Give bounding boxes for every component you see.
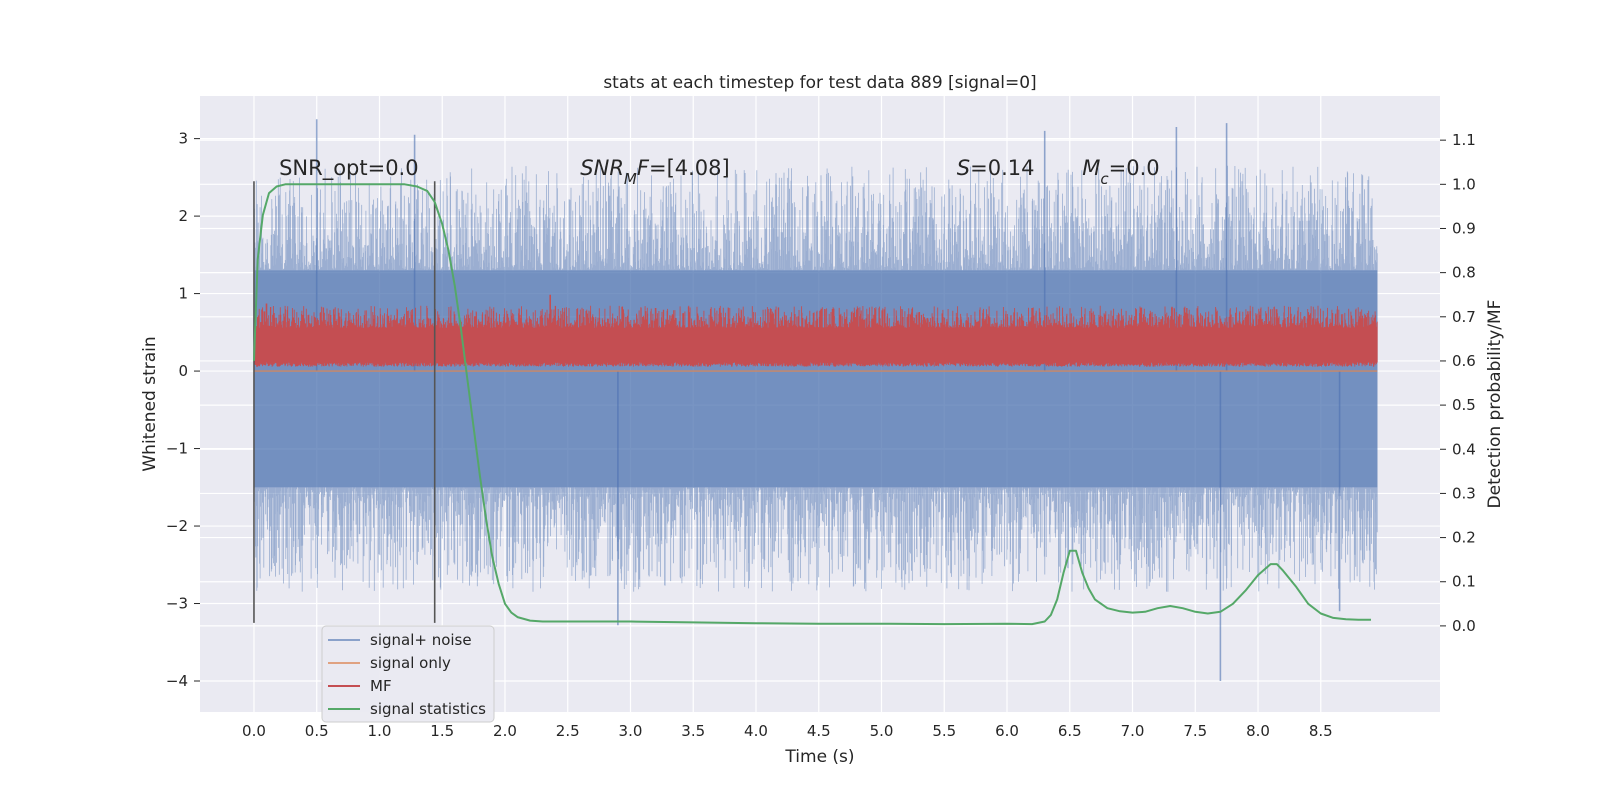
legend-label: signal statistics bbox=[370, 700, 486, 718]
annotation-part: =0.14 bbox=[970, 156, 1034, 180]
x-tick-label: 0.5 bbox=[305, 722, 329, 740]
y-tick-label: −3 bbox=[166, 595, 188, 613]
mf-peaks bbox=[265, 294, 1033, 353]
y2-tick-label: 0.3 bbox=[1452, 484, 1476, 502]
y-tick-label: 2 bbox=[178, 207, 188, 225]
legend-box bbox=[321, 625, 495, 723]
y2-tick-label: 0.6 bbox=[1452, 352, 1476, 370]
data-layer bbox=[253, 119, 1378, 681]
x-axis-ticks: 0.0 0.5 1.0 1.5 2.0 2.5 3.0 3.5 4.0 4.5 5.0 5.5 6.0 6… bbox=[242, 722, 1333, 740]
x-tick-label: 4.0 bbox=[744, 722, 768, 740]
x-tick-label: 8.5 bbox=[1309, 722, 1333, 740]
x-tick-label: 5.0 bbox=[870, 722, 894, 740]
y2-axis-ticks: 1.1 1.0 0.9 0.8 0.7 0.6 0.5 0.4 0.3 0.2 0.1 0.0 bbox=[1440, 131, 1476, 635]
annotation: Mc=0.0 bbox=[1082, 156, 1159, 188]
annotation-part: c bbox=[1100, 170, 1109, 188]
x-tick-label: 2.5 bbox=[556, 722, 580, 740]
annotation-part: =0.0 bbox=[1109, 156, 1160, 180]
x-tick-label: 3.0 bbox=[619, 722, 643, 740]
y2-tick-label: 0.8 bbox=[1452, 264, 1476, 282]
legend-label: MF bbox=[370, 677, 392, 695]
y2-axis-label: Detection probability/MF bbox=[1485, 300, 1505, 509]
legend: signal+ noise signal only MF signal statist… bbox=[321, 625, 495, 723]
y-tick-label: −1 bbox=[166, 440, 188, 458]
y2-tick-label: 0.1 bbox=[1452, 573, 1476, 591]
y2-tick-label: 0.2 bbox=[1452, 529, 1476, 547]
y2-tick-label: 0.5 bbox=[1452, 396, 1476, 414]
y-tick-label: −2 bbox=[166, 517, 188, 535]
y2-tick-label: 0.9 bbox=[1452, 219, 1476, 237]
y2-tick-label: 1.0 bbox=[1452, 175, 1476, 193]
annotation: SNR_opt=0.0 bbox=[279, 156, 419, 181]
y-tick-label: 1 bbox=[178, 285, 188, 303]
annotation-part: M bbox=[624, 170, 637, 188]
annotation-part: SNR_opt=0.0 bbox=[279, 156, 419, 181]
x-tick-label: 2.0 bbox=[493, 722, 517, 740]
annotation-part: SNR bbox=[580, 156, 624, 180]
y2-tick-label: 0.4 bbox=[1452, 440, 1476, 458]
annotation: S=0.14 bbox=[957, 156, 1035, 180]
annotation-part: M bbox=[1082, 156, 1100, 180]
x-tick-label: 6.0 bbox=[995, 722, 1019, 740]
x-tick-label: 5.5 bbox=[932, 722, 956, 740]
annotation-part: S bbox=[957, 156, 970, 180]
x-tick-label: 1.0 bbox=[368, 722, 392, 740]
y2-tick-label: 0.0 bbox=[1452, 617, 1476, 635]
annotation-part: F bbox=[637, 156, 650, 180]
x-tick-label: 4.5 bbox=[807, 722, 831, 740]
signal-noise-extremes bbox=[315, 119, 1341, 681]
x-tick-label: 6.5 bbox=[1058, 722, 1082, 740]
y2-tick-label: 0.7 bbox=[1452, 308, 1476, 326]
x-tick-label: 3.5 bbox=[681, 722, 705, 740]
signal-statistics-line bbox=[253, 183, 1371, 626]
legend-label: signal only bbox=[370, 654, 451, 672]
y-tick-label: −4 bbox=[166, 672, 188, 690]
annotation-part: =[4.08] bbox=[649, 156, 730, 180]
legend-label: signal+ noise bbox=[370, 631, 472, 649]
chart-title: stats at each timestep for test data 889… bbox=[603, 73, 1036, 93]
annotations: SNR_opt=0.0 SNRMF=[4.08] S=0.14 Mc=0.0 bbox=[279, 156, 1160, 188]
annotation: SNRMF=[4.08] bbox=[580, 156, 729, 188]
x-axis-label: Time (s) bbox=[784, 747, 854, 767]
x-tick-label: 0.0 bbox=[242, 722, 266, 740]
x-tick-label: 1.5 bbox=[430, 722, 454, 740]
y-tick-label: 0 bbox=[178, 362, 188, 380]
x-tick-label: 8.0 bbox=[1246, 722, 1270, 740]
y-axis-ticks: 3 2 1 0 −1 −2 −3 −4 bbox=[166, 130, 200, 690]
x-tick-label: 7.0 bbox=[1121, 722, 1145, 740]
y-tick-label: 3 bbox=[178, 130, 188, 148]
y2-tick-label: 1.1 bbox=[1452, 131, 1476, 149]
y-axis-label: Whitened strain bbox=[140, 336, 160, 471]
x-tick-label: 7.5 bbox=[1183, 722, 1207, 740]
